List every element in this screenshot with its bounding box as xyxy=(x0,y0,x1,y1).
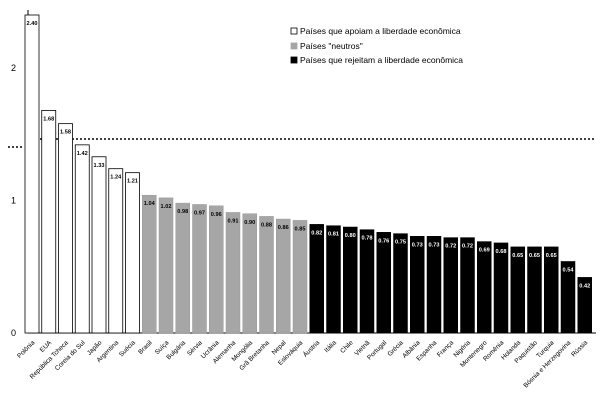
data-label: 1.58 xyxy=(60,130,71,136)
bar xyxy=(242,213,257,334)
data-label: 1.02 xyxy=(161,204,172,210)
data-label: 0.90 xyxy=(244,220,255,226)
y-tick-label: 1 xyxy=(11,196,16,206)
data-label: 0.65 xyxy=(529,253,540,259)
x-tick-label: Itália xyxy=(323,339,338,354)
bar xyxy=(426,236,442,334)
value-labels: 2.40 1.68 1.58 1.42 1.33 1.24 1.21 1.04 1.02 0.98… xyxy=(27,21,591,289)
bar xyxy=(309,224,324,334)
data-label: 0.96 xyxy=(211,212,222,218)
bar xyxy=(493,242,509,334)
bar xyxy=(527,246,542,334)
data-label: 1.24 xyxy=(110,175,122,181)
bar xyxy=(443,237,458,334)
data-label: 0.86 xyxy=(278,225,289,231)
data-label: 1.21 xyxy=(127,179,138,185)
bar xyxy=(410,236,425,334)
bar xyxy=(560,261,576,334)
legend: Países que apoiam a liberdade econômica … xyxy=(290,26,463,65)
bar xyxy=(477,241,492,334)
data-label: 0.69 xyxy=(479,248,490,254)
data-label: 1.33 xyxy=(94,163,105,169)
bar xyxy=(74,144,90,334)
data-label: 0.72 xyxy=(445,244,456,250)
data-label: 0.54 xyxy=(563,267,575,273)
data-label: 1.68 xyxy=(43,116,54,122)
bar xyxy=(209,205,224,334)
data-label: 0.85 xyxy=(295,226,306,232)
legend-swatch-rejeitam xyxy=(290,56,298,64)
data-label: 0.81 xyxy=(328,232,339,238)
data-label: 0.73 xyxy=(412,242,423,248)
data-label: 0.68 xyxy=(496,249,507,255)
bar xyxy=(460,237,475,334)
x-tick-label: Brasil xyxy=(137,339,154,356)
y-tick-labels: 0 1 2 xyxy=(11,63,16,338)
x-tick-label: Áustria xyxy=(300,338,321,359)
bar xyxy=(192,204,207,334)
bar xyxy=(326,225,341,334)
bar xyxy=(58,123,73,334)
legend-label-apoiam: Países que apoiam a liberdade econômica xyxy=(300,26,461,36)
data-label: 0.73 xyxy=(429,242,440,248)
bar xyxy=(343,226,358,334)
data-label: 0.91 xyxy=(228,218,239,224)
data-label: 2.40 xyxy=(27,21,38,27)
bar xyxy=(393,233,408,334)
bar xyxy=(142,194,157,334)
legend-label-rejeitam: Países que rejeitam a liberdade econômic… xyxy=(300,55,463,65)
data-label: 0.82 xyxy=(311,230,322,236)
x-tick-label: Suécia xyxy=(118,339,137,358)
bar xyxy=(510,246,525,334)
bar xyxy=(91,156,107,334)
x-tick-label: França xyxy=(436,339,456,359)
bar xyxy=(158,197,174,334)
bar xyxy=(359,229,375,334)
x-tick-label: Bulgária xyxy=(165,339,187,361)
x-tick-label: Rússia xyxy=(570,339,589,358)
bar xyxy=(577,277,592,334)
bar xyxy=(259,216,274,334)
bar xyxy=(108,168,124,334)
x-tick-label: Polônia xyxy=(16,339,37,360)
x-tick-label: Portugal xyxy=(366,339,388,361)
legend-label-neutros: Países "neutros" xyxy=(300,41,363,51)
legend-swatch-apoiam xyxy=(290,27,298,35)
y-tick-label: 2 xyxy=(11,63,16,73)
bar xyxy=(175,202,190,334)
bar xyxy=(225,212,241,334)
data-label: 0.75 xyxy=(395,240,406,246)
y-tick-label: 0 xyxy=(11,328,16,338)
bar xyxy=(125,172,140,334)
data-label: 0.80 xyxy=(345,233,356,239)
data-label: 0.88 xyxy=(261,222,272,228)
data-label: 0.76 xyxy=(378,238,389,244)
data-label: 0.42 xyxy=(579,283,590,289)
bar xyxy=(24,14,40,334)
data-label: 0.72 xyxy=(462,244,473,250)
bars xyxy=(24,14,592,334)
bar xyxy=(376,232,391,334)
data-label: 0.98 xyxy=(177,209,188,215)
bar xyxy=(292,220,308,334)
data-label: 1.04 xyxy=(144,201,156,207)
legend-swatch-neutros xyxy=(290,42,298,50)
bar xyxy=(41,110,57,334)
data-label: 0.65 xyxy=(546,253,557,259)
data-label: 0.65 xyxy=(512,253,523,259)
x-tick-label: Coreia do Sul xyxy=(54,339,87,372)
data-label: 1.42 xyxy=(77,151,88,157)
data-label: 0.78 xyxy=(362,236,373,242)
bar xyxy=(544,246,559,334)
data-label: 0.97 xyxy=(194,210,205,216)
bar xyxy=(276,218,291,334)
